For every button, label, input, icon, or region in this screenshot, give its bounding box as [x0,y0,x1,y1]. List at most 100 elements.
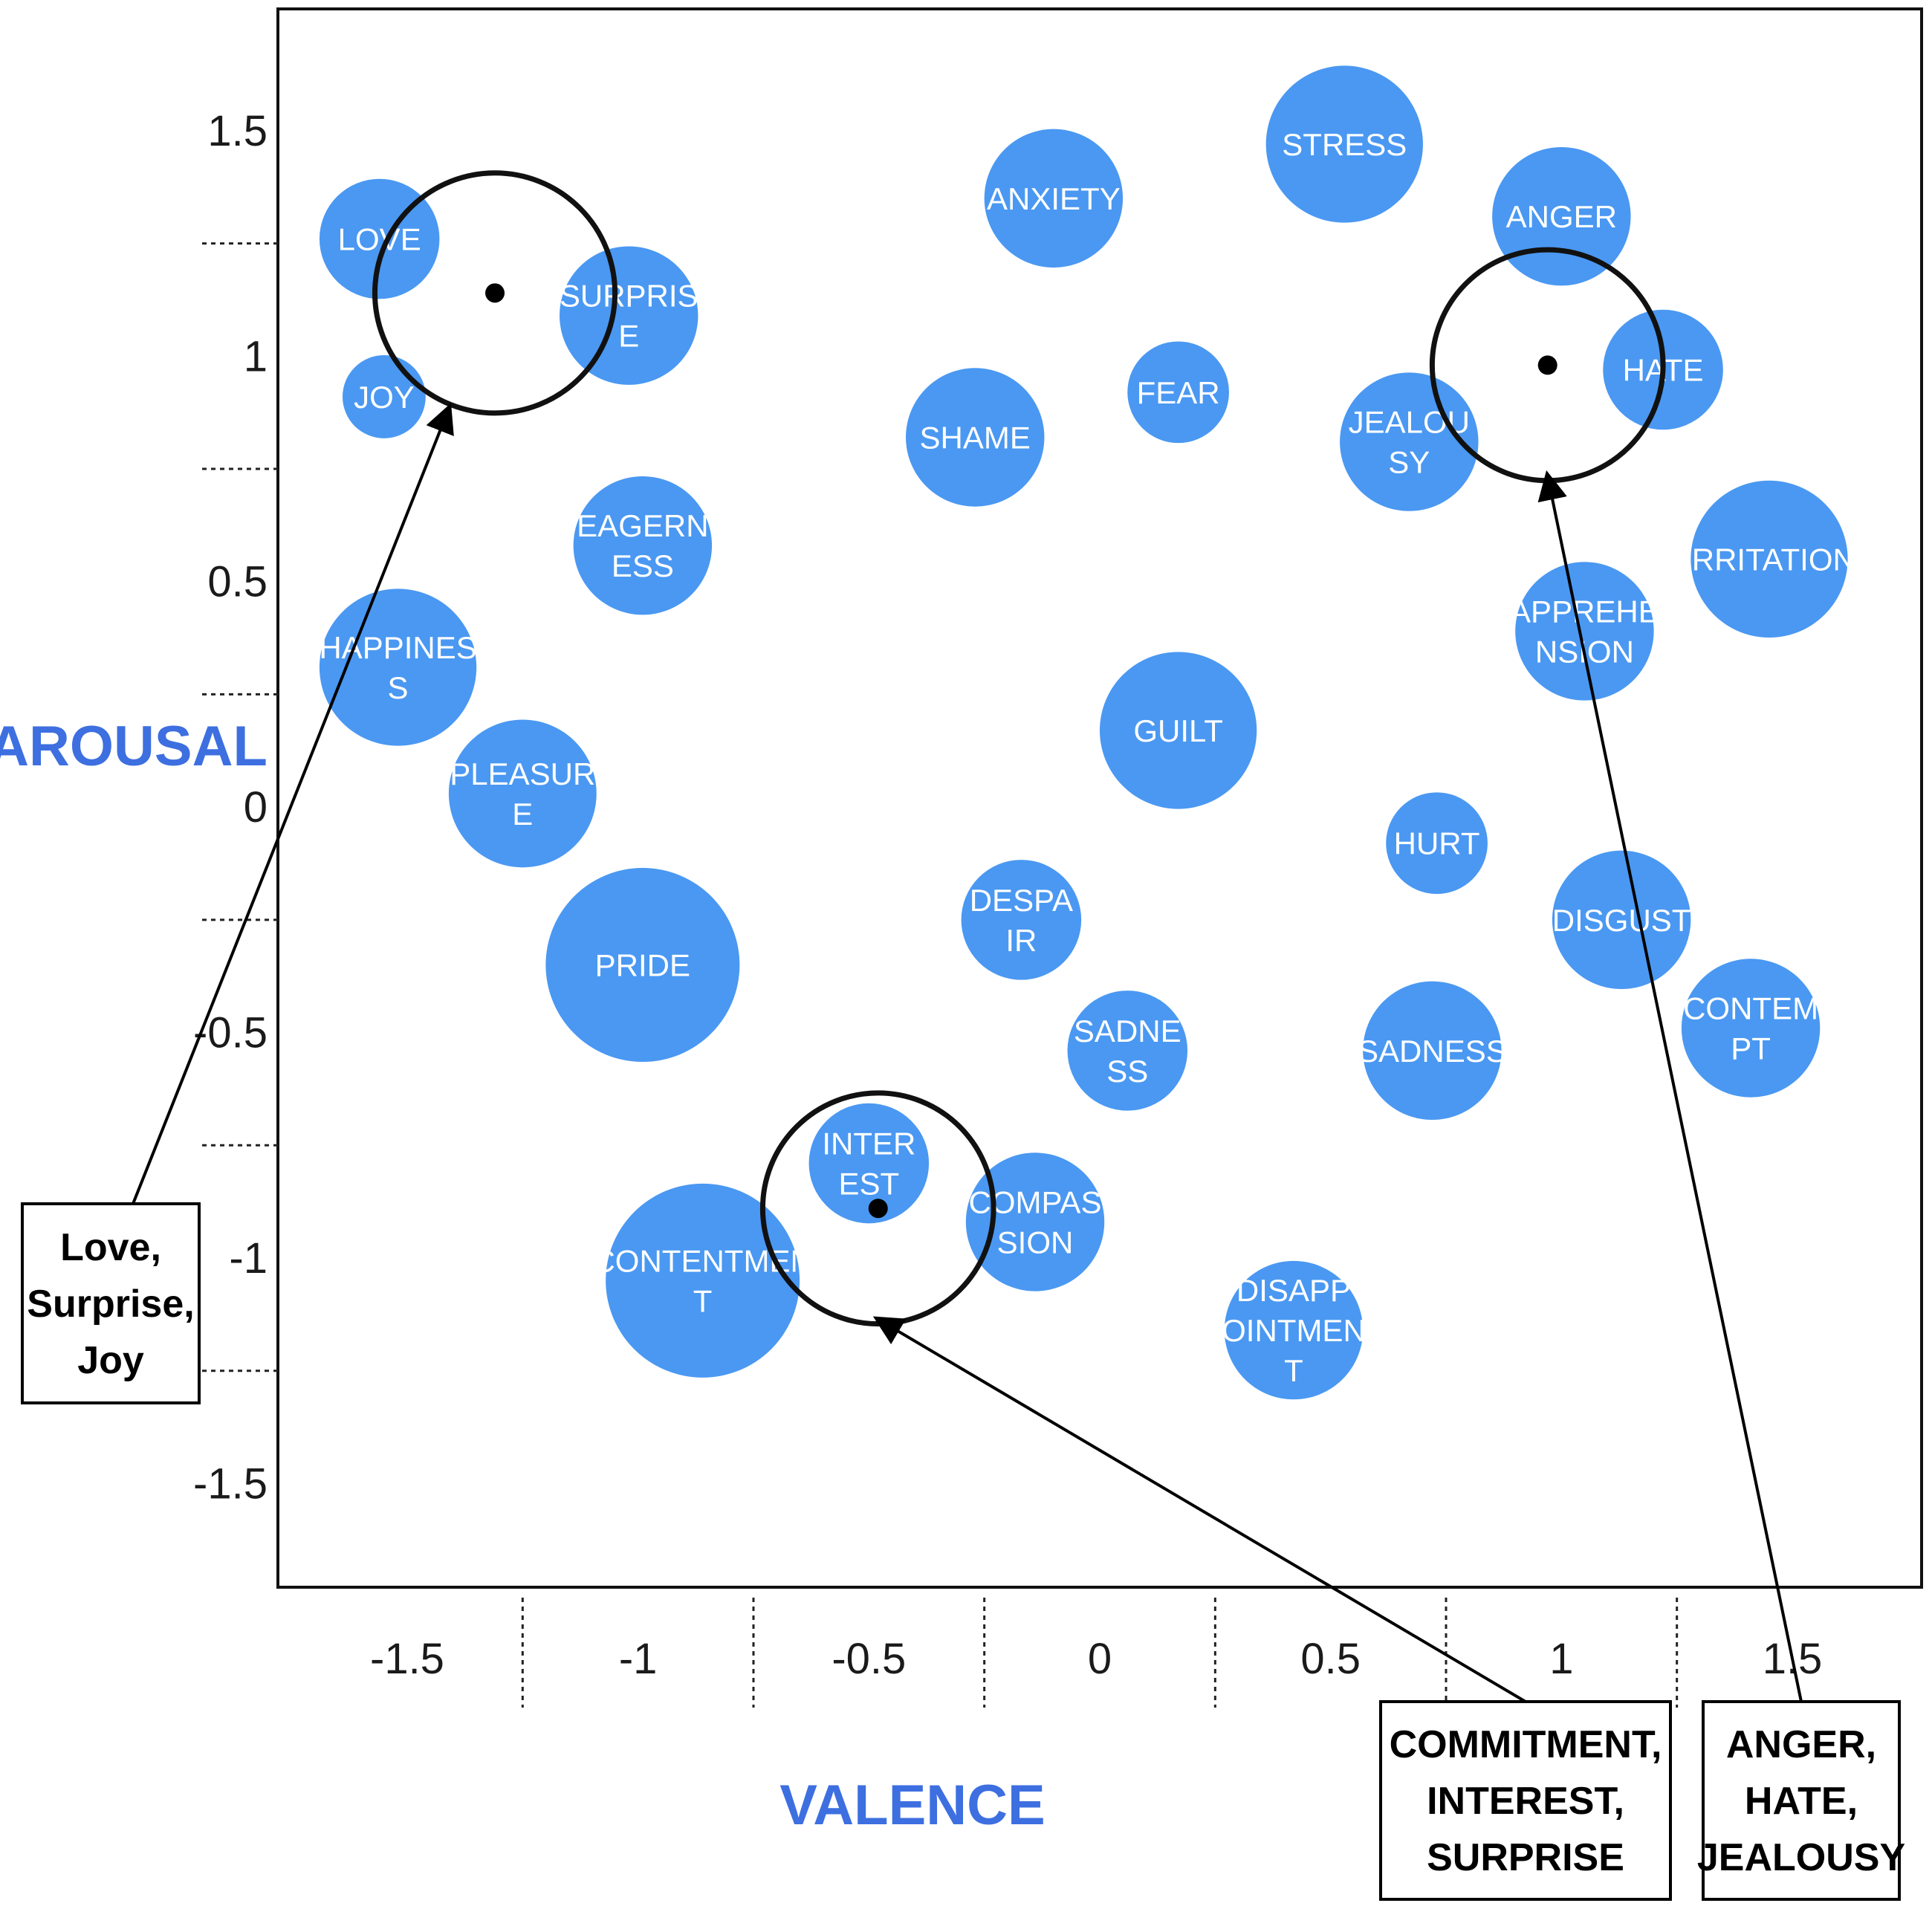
bubble-hurt: HURT [1386,792,1488,895]
callout-3: ANGER, HATE, JEALOUSY [1537,470,1905,1901]
bubble-label: E [512,797,533,832]
bubble-anxiety: ANXIETY [984,129,1124,268]
bubble-shame: SHAME [906,368,1045,507]
callout-leader-line [1537,470,1803,1702]
bubble-label: IR [1005,923,1037,958]
bubble-label: PT [1731,1031,1771,1066]
bubble-disappointment: DISAPP OINTMEN T [1222,1260,1366,1400]
bubble-label: SHAME [920,421,1031,456]
bubble-fear: FEAR [1127,341,1229,444]
bubble-circle [545,868,740,1063]
callout-text: COMMITMENT, [1390,1723,1662,1766]
callout-leader-line [132,403,454,1205]
bubble-label: JOY [354,380,415,415]
bubble-sadness-2: SADNESS [1358,981,1507,1121]
bubble-label: HAPPINES [319,630,476,665]
plot-frame [276,7,1923,1589]
bubble-joy: JOY [342,354,426,438]
bubble-label: PLEASUR [450,756,595,791]
bubble-circle [1265,65,1423,223]
bubble-label: LOVE [338,221,421,256]
bubble-sadness-1: SADNE SS [1067,991,1188,1111]
bubble-label: DISGUST [1552,903,1691,938]
callout-text: INTEREST, [1427,1780,1624,1823]
bubble-circle [1224,1260,1364,1400]
callout-text: JEALOUSY [1697,1836,1905,1879]
bubble-eagerness: EAGERN ESS [573,476,713,615]
x-tick-label: -1 [619,1635,658,1683]
y-tick-label: 1.5 [207,107,268,155]
bubble-label: GUILT [1133,713,1223,748]
bubble-label: COMPAS [969,1184,1102,1219]
bubble-despair: DESPA IR [961,860,1082,980]
bubble-label: ANXIETY [987,181,1121,216]
bubble-label: T [1284,1353,1303,1388]
bubble-label: SION [997,1225,1074,1260]
bubble-label: STRESS [1282,127,1407,162]
bubble-label: ANGER [1506,199,1617,234]
y-tick-label: 1 [244,332,268,380]
bubble-surprise: SURPRIS E [560,246,698,385]
x-tick-label: -0.5 [832,1635,906,1683]
bubble-circle [573,476,713,615]
x-tick-label: -1.5 [370,1635,444,1683]
bubble-circle [606,1183,800,1378]
bubble-label: SY [1388,445,1430,480]
bubble-label: S [388,670,409,705]
bubble-label: SADNE [1074,1014,1181,1048]
x-tick-labels: -1.5 -1 -0.5 0 0.5 1 1.5 [370,1635,1822,1683]
callout-box [1379,1700,1672,1901]
x-tick-label: 1 [1549,1635,1573,1683]
y-tick-marks [202,242,278,1372]
bubble-circle [1067,991,1188,1111]
x-tick-label: 0 [1088,1635,1112,1683]
bubble-label: EAGERN [577,508,708,543]
bubble-circle [1690,480,1848,638]
bubble-label: EST [838,1167,899,1202]
bubble-circle [1340,372,1479,511]
bubble-circle [1363,981,1502,1121]
bubble-label: T [693,1283,713,1318]
bubble-pleasure: PLEASUR E [448,719,597,868]
bubble-circle [448,719,597,868]
callout-text: Love, [60,1226,161,1269]
y-tick-label: -1 [229,1234,268,1283]
y-axis-title: AROUSAL [0,715,268,778]
bubble-label: DESPA [970,883,1073,918]
bubble-label: SS [1106,1054,1148,1089]
callout-text: Surprise, [27,1283,194,1326]
bubble-circle [1100,652,1257,809]
bubble-circle [961,860,1082,980]
callout-2: COMMITMENT, INTEREST, SURPRISE [872,1316,1672,1901]
cluster-center-dot [485,283,505,303]
callout-text: Joy [77,1339,144,1382]
bubble-circle [808,1103,930,1224]
bubble-label: JEALOU [1349,405,1470,440]
bubble-label: HURT [1394,826,1480,861]
bubble-circle [1515,562,1654,701]
callout-text: ANGER, [1726,1723,1876,1766]
callout-1: Love, Surprise, Joy [21,403,454,1404]
callout-box [21,1202,201,1404]
callout-leader-line [872,1316,1527,1703]
bubble-circle [1127,341,1229,444]
cluster-1 [372,170,618,416]
bubble-circle [1386,792,1488,895]
y-tick-label: -0.5 [193,1009,268,1057]
bubble-contempt: CONTEM PT [1681,959,1821,1098]
bubble-guilt: GUILT [1100,652,1257,809]
y-tick-labels: 1.5 1 0.5 0 -0.5 -1 -1.5 [193,107,268,1508]
cluster-center-dot [868,1199,888,1219]
y-tick-label: -1.5 [193,1459,268,1508]
bubble-circle [906,368,1045,507]
bubble-label: IRRITATION [1683,542,1855,577]
bubble-jealousy: JEALOU SY [1340,372,1479,511]
bubble-circle [319,589,477,746]
cluster-callouts: Love, Surprise, Joy COMMITMENT, INTEREST, SUR… [21,403,1905,1901]
bubble-label: FEAR [1137,375,1220,410]
bubble-label: ESS [612,548,674,583]
bubble-interest: INTER EST [808,1103,930,1224]
bubble-stress: STRESS [1265,65,1423,223]
x-axis-title: VALENCE [779,1774,1046,1837]
